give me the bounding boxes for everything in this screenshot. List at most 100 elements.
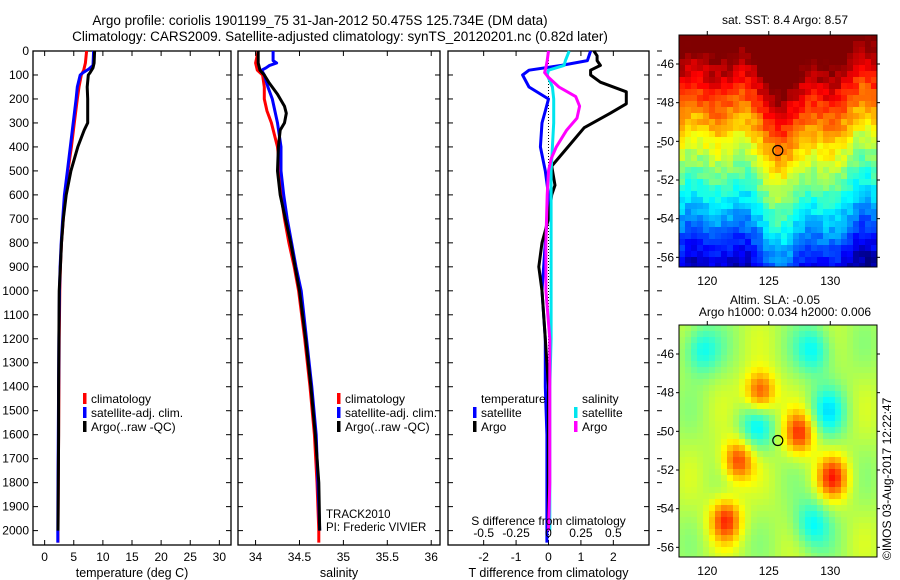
x-tick-label: 0 [545, 550, 552, 564]
x-tick-label: 125 [759, 274, 779, 288]
y-tick-label: 900 [9, 260, 29, 274]
map-frame [678, 324, 878, 558]
legend-entry-label: satellite [582, 406, 623, 420]
y-tick-label: 1800 [2, 476, 29, 490]
y-tick-label: 700 [9, 212, 29, 226]
x-tick-label: 35.5 [376, 550, 400, 564]
legend-entry-swatch [473, 407, 477, 418]
float-project-annotation: TRACK2010 [326, 509, 391, 521]
x-tick-label: 34.5 [288, 550, 312, 564]
y-tick-label: 1600 [2, 428, 29, 442]
y-tick-label: -52 [657, 173, 675, 187]
x-tick-label: 125 [759, 564, 779, 578]
y-tick-label: 1100 [3, 308, 29, 322]
sla-map-title-line1: Altim. SLA: -0.05 [729, 293, 821, 307]
y-tick-label: -48 [657, 96, 675, 110]
series-line-argo-raw-qc- [56, 50, 97, 531]
float-pi-annotation: PI: Frederic VIVIER [326, 522, 426, 534]
y-tick-label: 400 [9, 140, 29, 154]
series-line-temperature-argo [537, 50, 628, 531]
x-tick-label: 35 [337, 550, 351, 564]
y-tick-label: -56 [657, 250, 675, 264]
y-tick-label: 1700 [2, 452, 29, 466]
legend-entry-swatch [337, 393, 341, 404]
x-tick-label: 120 [697, 564, 717, 578]
x2-tick-label: -0.25 [502, 526, 530, 540]
y-tick-label: 1400 [2, 380, 29, 394]
legend-entry-swatch [473, 421, 477, 432]
figure-title-line2: Climatology: CARS2009. Satellite-adjuste… [72, 29, 608, 44]
y-tick-label: -48 [657, 386, 675, 400]
x-tick-label: 5 [70, 550, 77, 564]
legend-entry-label: Argo(..raw -QC) [345, 420, 430, 434]
x-axis-label: salinity [320, 566, 359, 580]
series-line-argo-raw-qc- [256, 51, 322, 531]
legend-entry-label: Argo [481, 420, 507, 434]
y-tick-label: -54 [657, 212, 675, 226]
temperature-profile-panel: 0100200300400500600700800900100011001200… [2, 44, 232, 580]
legend-group-title: salinity [582, 392, 619, 406]
x2-tick-label: 0.5 [605, 526, 622, 540]
x-tick-label: 25 [184, 550, 198, 564]
legend-group-title: temperature [481, 392, 546, 406]
y-tick-label: 300 [9, 116, 29, 130]
legend-entry-label: Argo [582, 420, 608, 434]
x-tick-label: 120 [697, 274, 717, 288]
y-tick-label: -46 [657, 347, 675, 361]
y-tick-label: -46 [657, 57, 675, 71]
legend-entry-label: satellite [481, 406, 522, 420]
y-tick-label: -56 [657, 540, 675, 554]
y-tick-label: 1200 [2, 332, 29, 346]
y-tick-label: 200 [9, 92, 29, 106]
legend-entry-swatch [337, 421, 341, 432]
y-tick-label: -50 [657, 134, 675, 148]
x-tick-label: 0 [41, 550, 48, 564]
x2-tick-label: 0 [545, 526, 552, 540]
y-tick-label: 600 [9, 188, 29, 202]
y-tick-label: 1500 [2, 404, 29, 418]
y-tick-label: 100 [9, 68, 29, 82]
x-tick-label: 30 [213, 550, 227, 564]
y-tick-label: -50 [657, 424, 675, 438]
x2-tick-label: 0.25 [569, 526, 593, 540]
legend-entry-label: climatology [91, 392, 151, 406]
y-tick-label: -54 [657, 502, 675, 516]
legend-entry-swatch [83, 421, 87, 432]
map-image [679, 35, 878, 268]
series-line-temperature-satellite [521, 50, 593, 543]
legend-entry-swatch [574, 407, 578, 418]
y-tick-label: 1300 [2, 356, 29, 370]
x2-axis-label: S difference from climatology [471, 514, 626, 528]
x-tick-label: 130 [820, 274, 840, 288]
x-tick-label: 34 [249, 550, 263, 564]
argo-float-marker [772, 434, 784, 447]
legend-entry-label: satellite-adj. clim. [91, 406, 183, 420]
series-line-salinity-argo [543, 50, 582, 531]
y-tick-label: 1900 [2, 500, 29, 514]
sst-map-title: sat. SST: 8.4 Argo: 8.57 [721, 13, 849, 27]
x-axis-label: T difference from climatology [468, 566, 629, 580]
plot-frame [32, 50, 232, 546]
y-tick-label: 1000 [2, 284, 29, 298]
x2-tick-label: -0.5 [473, 526, 494, 540]
legend-entry-swatch [83, 393, 87, 404]
legend-entry-label: satellite-adj. clim. [345, 406, 437, 420]
legend-entry-swatch [337, 407, 341, 418]
x-tick-label: 130 [820, 564, 840, 578]
legend-entry-label: Argo(..raw -QC) [91, 420, 176, 434]
x-tick-label: 10 [96, 550, 110, 564]
x-tick-label: -2 [478, 550, 489, 564]
x-tick-label: 15 [125, 550, 139, 564]
sla-map-panel: 120 125 130 -46 -48 -50 -52 -54 -56 [657, 321, 880, 578]
y-tick-label: 800 [9, 236, 29, 250]
x-tick-label: -1 [511, 550, 522, 564]
x-tick-label: 36 [425, 550, 439, 564]
y-tick-label: -52 [657, 463, 675, 477]
y-tick-label: 2000 [2, 524, 29, 538]
legend-entry-swatch [83, 407, 87, 418]
x-axis-label: temperature (deg C) [76, 566, 189, 580]
imos-credit: ©IMOS 03-Aug-2017 12:22:47 [880, 397, 894, 560]
argo-float-marker [772, 144, 784, 157]
plot-frame [237, 50, 441, 546]
legend-entry-swatch [574, 421, 578, 432]
